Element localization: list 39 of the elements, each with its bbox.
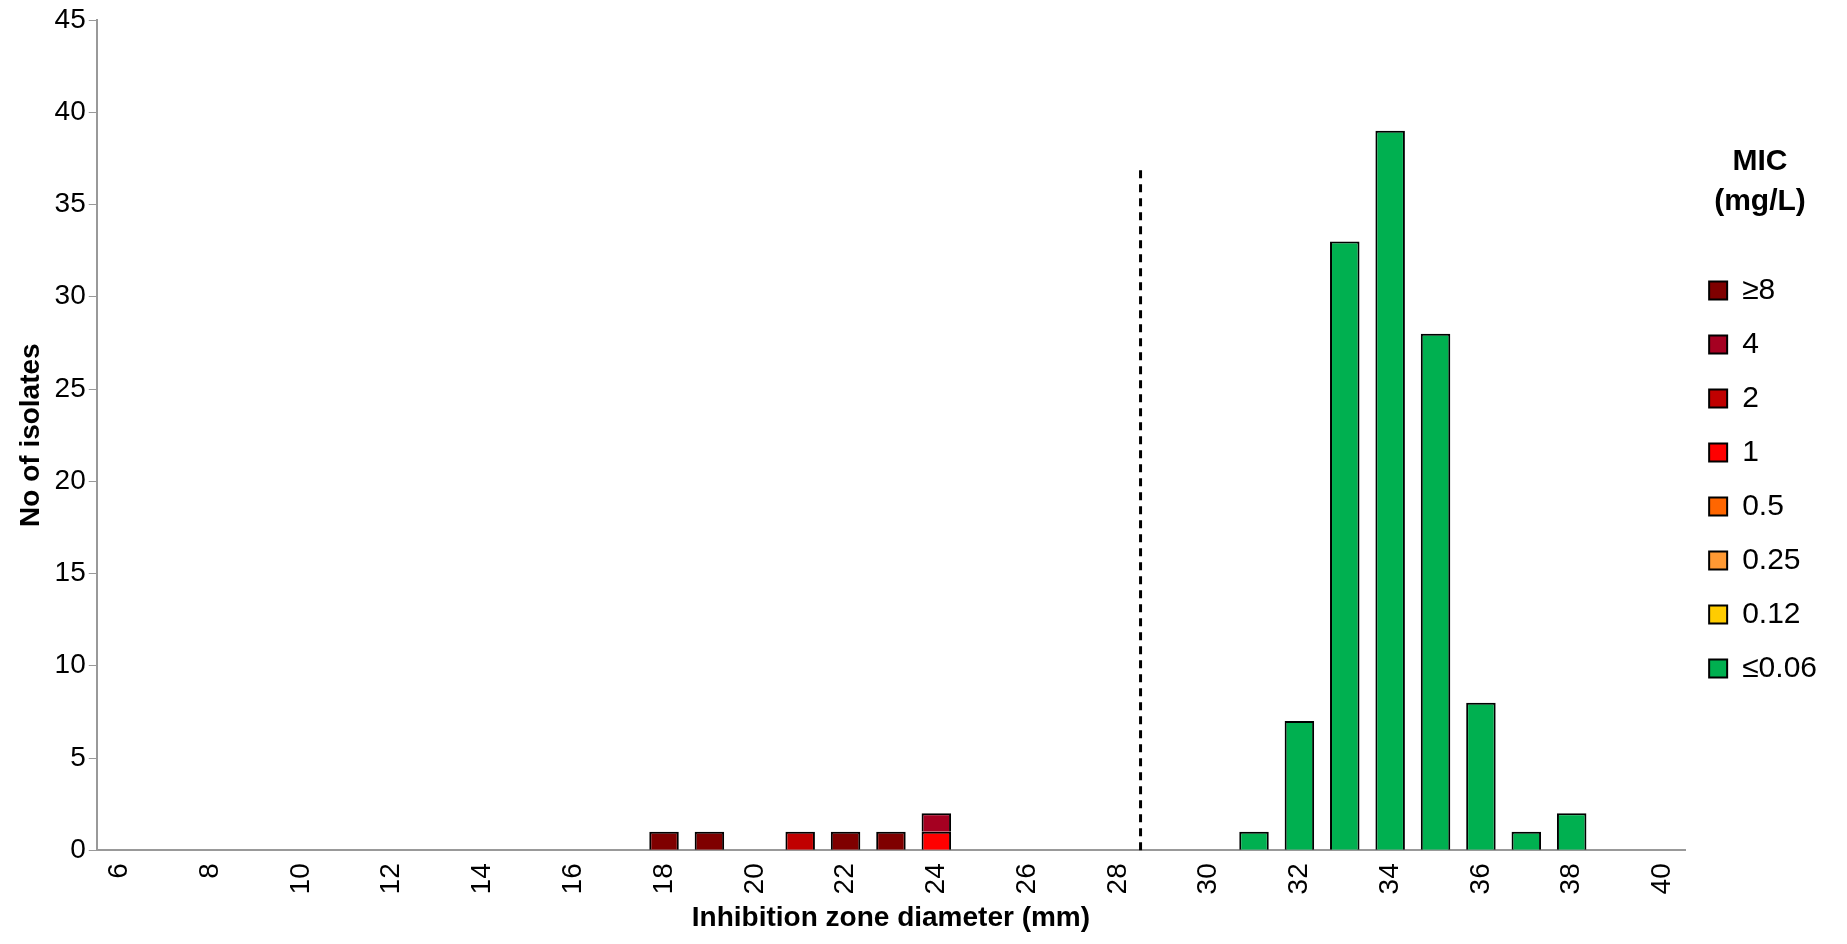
x-axis-title: Inhibition zone diameter (mm): [691, 900, 1091, 932]
x-tick-label: 8: [192, 863, 224, 879]
legend-label: 1: [1742, 433, 1759, 467]
legend-label: 2: [1742, 379, 1759, 413]
x-tick-label: 28: [1100, 863, 1132, 895]
legend-label: 0.25: [1742, 541, 1801, 575]
y-tick-label: 45: [54, 2, 86, 34]
y-tick-label: 25: [54, 371, 86, 403]
y-tick-label: 10: [54, 648, 86, 680]
legend-label: ≥8: [1742, 271, 1776, 305]
x-tick-label: 22: [828, 863, 860, 895]
legend-label: 4: [1742, 325, 1759, 359]
x-tick-label: 26: [1009, 863, 1041, 895]
x-tick-label: 14: [465, 863, 497, 895]
y-axis-title: No of isolates: [13, 343, 45, 527]
y-tick-label: 20: [54, 463, 86, 495]
x-tick-label: 30: [1191, 863, 1223, 895]
x-tick-label: 18: [646, 863, 678, 895]
x-tick-label: 20: [737, 863, 769, 895]
x-tick-label: 10: [283, 863, 315, 895]
legend-label: ≤0.06: [1742, 649, 1818, 683]
x-tick-label: 36: [1463, 863, 1495, 895]
x-tick-label: 12: [374, 863, 406, 895]
x-tick-label: 6: [102, 863, 134, 879]
x-tick-label: 34: [1372, 863, 1404, 895]
y-tick-label: 40: [54, 94, 86, 126]
legend-label: 0.5: [1742, 487, 1784, 521]
legend-title: MIC (mg/L): [1713, 142, 1807, 218]
x-tick-label: 32: [1282, 863, 1314, 895]
x-tick-label: 40: [1645, 863, 1677, 895]
legend-label: 0.12: [1742, 595, 1801, 629]
x-tick-label: 16: [555, 863, 587, 895]
y-tick-label: 15: [54, 556, 86, 588]
x-tick-label: 38: [1554, 863, 1586, 895]
x-tick-label: 24: [919, 863, 951, 895]
y-tick-label: 0: [70, 832, 86, 864]
y-tick-label: 30: [54, 279, 86, 311]
y-tick-label: 35: [54, 187, 86, 219]
y-tick-label: 5: [70, 740, 86, 772]
